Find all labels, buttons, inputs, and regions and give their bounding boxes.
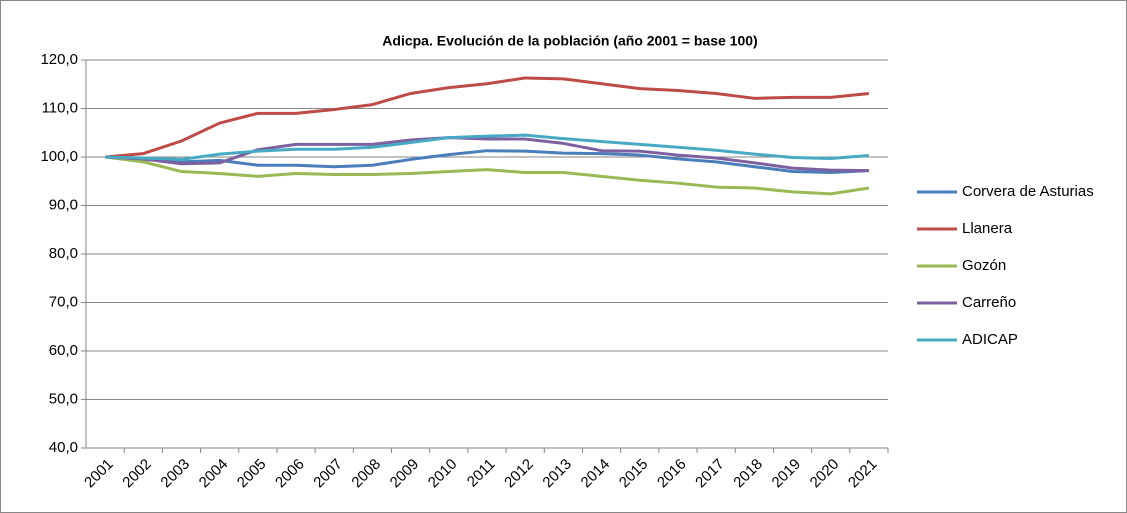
series-line bbox=[105, 136, 869, 173]
y-tick-label: 90,0 bbox=[49, 196, 78, 213]
y-tick-label: 40,0 bbox=[49, 439, 78, 456]
legend-label: Llanera bbox=[962, 220, 1013, 237]
legend-label: Carreño bbox=[962, 294, 1016, 311]
legend-label: Gozón bbox=[962, 257, 1006, 274]
legend-label: ADICAP bbox=[962, 331, 1018, 348]
y-tick-label: 110,0 bbox=[42, 99, 78, 116]
y-tick-label: 120,0 bbox=[40, 51, 78, 68]
y-tick-label: 70,0 bbox=[49, 293, 78, 310]
chart-title: Adicpa. Evolución de la población (año 2… bbox=[382, 33, 757, 49]
legend-label: Corvera de Asturias bbox=[962, 183, 1094, 200]
series-line bbox=[104, 76, 870, 159]
series-line bbox=[105, 133, 870, 161]
y-tick-label: 100,0 bbox=[40, 148, 78, 165]
y-tick-label: 60,0 bbox=[49, 342, 78, 359]
series-line bbox=[104, 155, 870, 196]
y-tick-label: 80,0 bbox=[49, 245, 78, 262]
y-tick-label: 50,0 bbox=[49, 390, 78, 407]
series-line bbox=[105, 149, 869, 175]
